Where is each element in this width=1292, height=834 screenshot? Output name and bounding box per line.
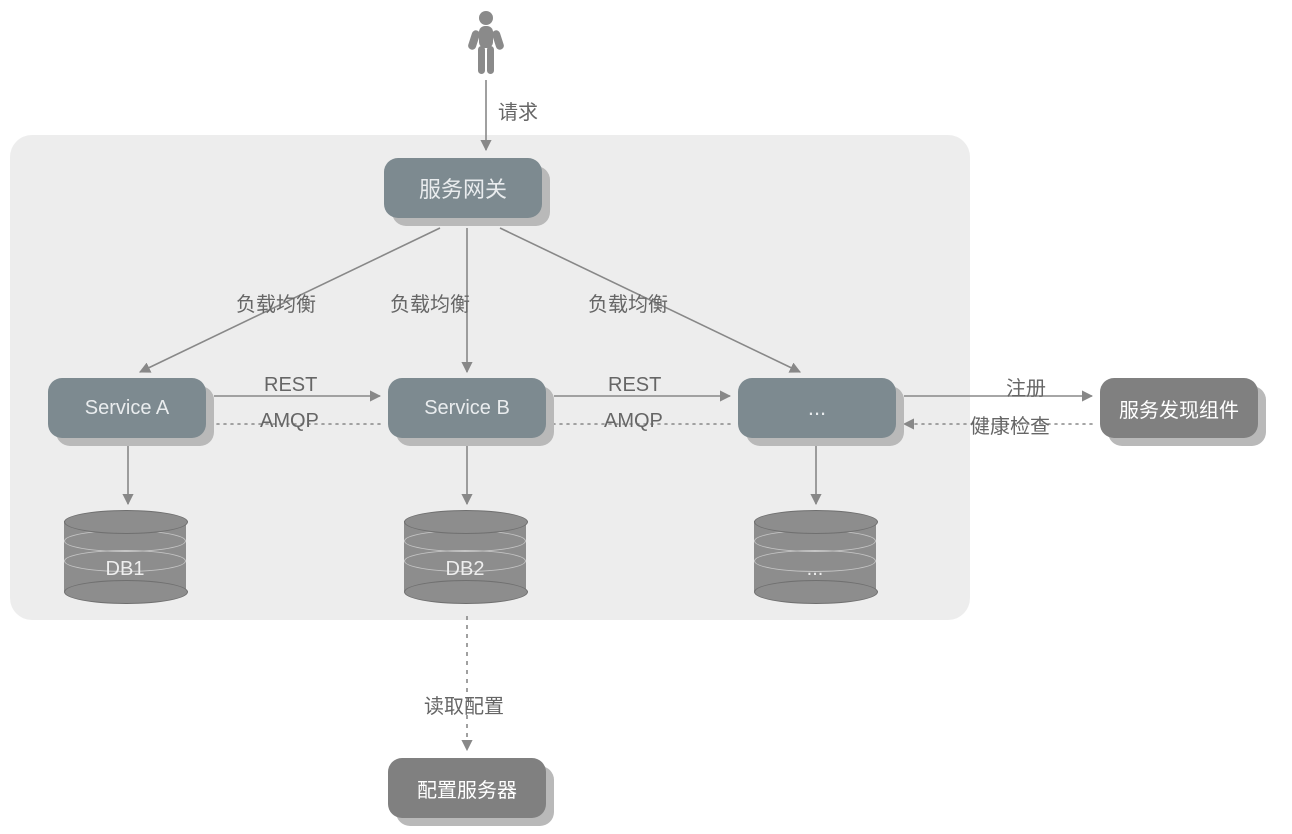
node-service-c: ...: [738, 378, 896, 438]
node-service-a: Service A: [48, 378, 206, 438]
node-label: 配置服务器: [417, 774, 517, 803]
label-rest-ab: REST: [264, 374, 317, 397]
node-config: 配置服务器: [388, 758, 546, 818]
db-1: DB1: [64, 510, 186, 602]
diagram-canvas: 服务网关 Service A Service B ... 服务发现组件 配置服务…: [0, 0, 1292, 834]
label-load-balance-a: 负载均衡: [236, 288, 316, 317]
db-3: ...: [754, 510, 876, 602]
label-amqp-bc: AMQP: [604, 410, 663, 433]
label-health-check: 健康检查: [970, 410, 1050, 439]
label-register: 注册: [1006, 372, 1046, 401]
node-discovery: 服务发现组件: [1100, 378, 1258, 438]
node-label: ...: [808, 395, 826, 421]
label-request: 请求: [498, 96, 538, 125]
node-label: Service A: [85, 397, 169, 420]
node-label: Service B: [424, 397, 510, 420]
user-icon: [468, 10, 504, 76]
db-2: DB2: [404, 510, 526, 602]
node-label: 服务发现组件: [1119, 394, 1239, 423]
node-service-b: Service B: [388, 378, 546, 438]
node-gateway: 服务网关: [384, 158, 542, 218]
label-rest-bc: REST: [608, 374, 661, 397]
label-amqp-ab: AMQP: [260, 410, 319, 433]
node-label: 服务网关: [419, 172, 507, 204]
label-load-balance-c: 负载均衡: [588, 288, 668, 317]
label-read-config: 读取配置: [424, 690, 504, 719]
label-load-balance-b: 负载均衡: [390, 288, 470, 317]
